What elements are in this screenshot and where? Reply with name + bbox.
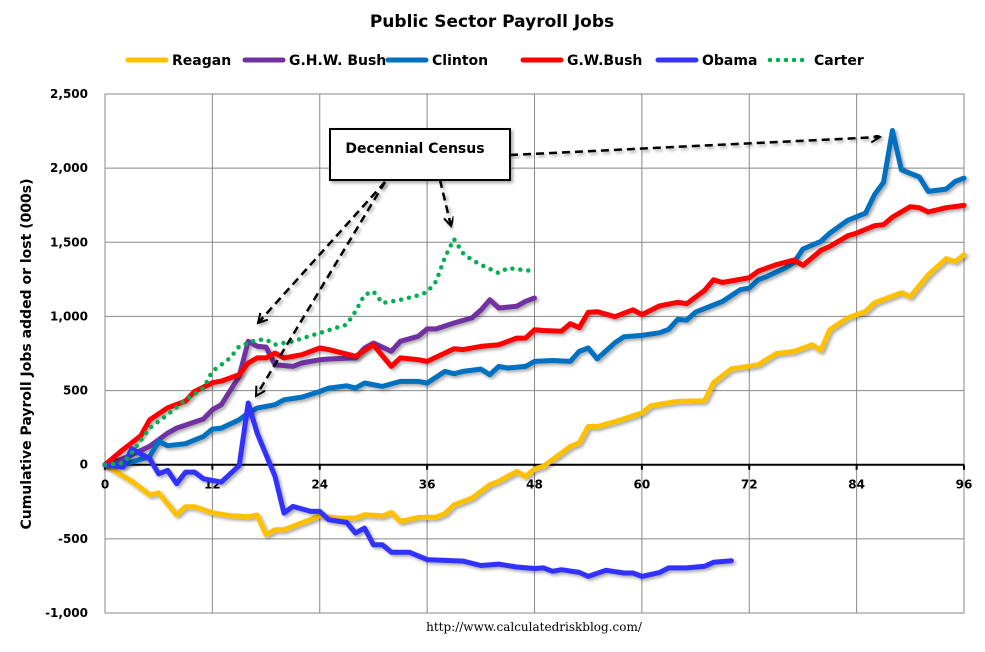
y-tick-label: 1,000 — [50, 309, 88, 323]
annotation-arrow — [258, 181, 386, 323]
legend-label: G.H.W. Bush — [289, 53, 386, 69]
series-line-clinton — [102, 128, 967, 468]
series-line-carter — [102, 236, 537, 467]
annotation-arrow — [254, 181, 387, 396]
chart-title: Public Sector Payroll Jobs — [370, 12, 614, 32]
y-tick-label: 500 — [63, 384, 88, 398]
legend-label: Clinton — [432, 53, 488, 69]
y-tick-label: -1,000 — [45, 606, 88, 620]
x-tick-label: 96 — [956, 478, 973, 492]
annotation-text: Decennial Census — [345, 141, 484, 157]
series-lines — [102, 128, 967, 579]
x-tick-label: 24 — [311, 478, 328, 492]
series-line-g-w-bush — [102, 202, 967, 468]
annotation-box — [329, 128, 511, 181]
legend: Reagan G.H.W. Bush Clinton G.W.Bush Obama Car… — [125, 53, 864, 69]
legend-label: Carter — [814, 53, 864, 69]
annotation: Decennial Census — [254, 128, 880, 396]
y-tick-label: 2,000 — [50, 161, 88, 175]
legend-label: G.W.Bush — [567, 53, 642, 69]
annotation-arrow — [438, 179, 451, 226]
x-tick-label: 60 — [634, 478, 651, 492]
source-text: http://www.calculatedriskblog.com/ — [426, 620, 643, 634]
x-tick-label: 84 — [848, 478, 865, 492]
y-tick-label: -500 — [58, 532, 88, 546]
x-tick-label: 0 — [101, 478, 109, 492]
series-line-obama — [102, 400, 734, 579]
y-tick-label: 1,500 — [50, 235, 88, 249]
x-tick-label: 72 — [741, 478, 758, 492]
y-tick-label: 2,500 — [50, 87, 88, 101]
annotation-arrow — [509, 137, 880, 157]
x-tick-label: 48 — [526, 478, 543, 492]
series-line-g-h-w-bush — [102, 295, 537, 468]
x-tick-label: 36 — [419, 478, 436, 492]
y-axis-label: Cumulative Payroll Jobs added or lost (0… — [19, 178, 35, 529]
series-line-reagan — [102, 252, 967, 538]
legend-label: Obama — [702, 53, 757, 69]
y-tick-label: 0 — [80, 458, 88, 472]
legend-label: Reagan — [172, 53, 231, 69]
